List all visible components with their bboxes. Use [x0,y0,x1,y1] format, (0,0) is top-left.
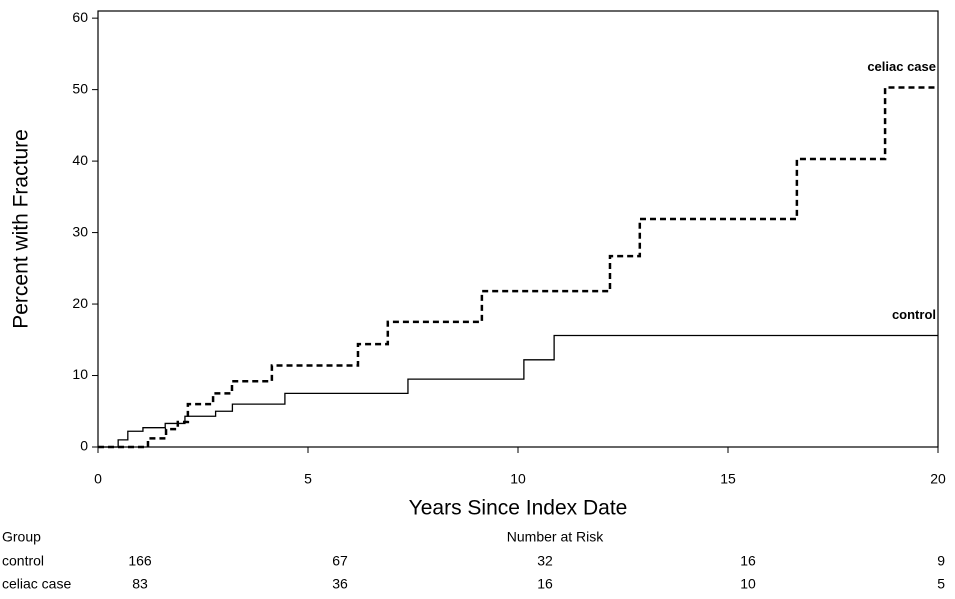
y-tick-label: 30 [72,223,88,239]
x-tick-label: 15 [720,471,736,487]
risk-count: 36 [332,576,348,592]
y-axis-title: Percent with Fracture [10,129,33,329]
risk-count: 83 [132,576,148,592]
y-tick-label: 50 [72,80,88,96]
risk-count: 16 [740,553,756,569]
risk-count: 9 [937,553,945,569]
risk-count: 67 [332,553,348,569]
line-label: celiac case [867,59,936,74]
line-label: control [892,307,936,322]
x-axis-title: Years Since Index Date [409,497,628,520]
y-tick-label: 0 [80,438,88,454]
risk-count: 166 [128,553,152,569]
y-tick-label: 10 [72,366,88,382]
y-tick-label: 20 [72,295,88,311]
risk-group: control [2,553,44,569]
y-tick-label: 60 [72,9,88,25]
risk-count: 32 [537,553,553,569]
risk-group-header: Group [2,529,41,545]
x-tick-label: 10 [510,471,526,487]
risk-header: Number at Risk [507,529,604,545]
x-tick-label: 5 [304,471,312,487]
risk-count: 10 [740,576,756,592]
risk-group: celiac case [2,576,71,592]
risk-count: 5 [937,576,945,592]
y-tick-label: 40 [72,152,88,168]
x-tick-label: 20 [930,471,946,487]
step-line [98,86,938,449]
plot-frame [97,10,939,448]
step-line [98,334,938,448]
x-tick-label: 0 [94,471,102,487]
risk-count: 16 [537,576,553,592]
